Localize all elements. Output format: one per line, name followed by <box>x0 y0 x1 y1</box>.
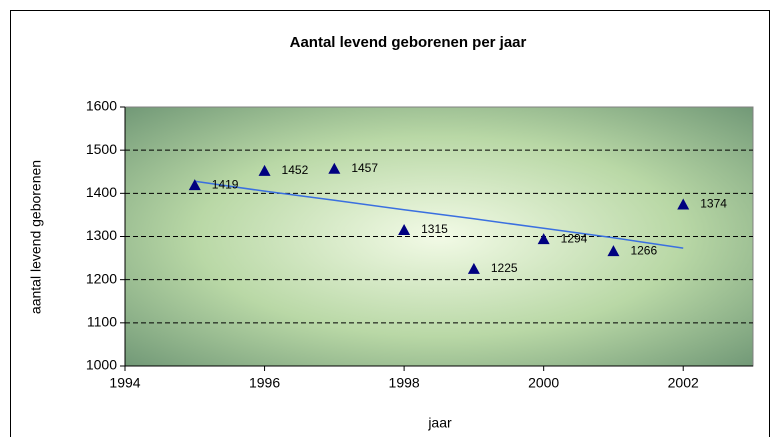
x-tick-label: 1998 <box>389 375 420 391</box>
marker <box>537 233 550 245</box>
y-tick-label: 1300 <box>86 227 117 243</box>
y-tick-label: 1000 <box>86 357 117 373</box>
data-label: 1266 <box>630 243 657 257</box>
marker <box>328 162 341 174</box>
data-label: 1457 <box>351 161 378 175</box>
marker <box>607 245 620 257</box>
data-label: 1225 <box>491 261 518 275</box>
data-label: 1374 <box>700 197 727 211</box>
y-tick-label: 1500 <box>86 141 117 157</box>
chart-title: Aantal levend geborenen per jaar <box>290 34 527 51</box>
x-tick-label: 2000 <box>528 375 559 391</box>
marker <box>398 224 411 236</box>
trendline <box>194 180 684 249</box>
x-tick-label: 1996 <box>249 375 280 391</box>
y-axis-label: aantal levend geborenen <box>28 160 44 314</box>
marker <box>258 164 271 176</box>
data-label: 1315 <box>421 222 448 236</box>
x-tick-label: 1994 <box>109 375 140 391</box>
data-label: 1294 <box>561 231 588 245</box>
x-tick-label: 2002 <box>668 375 699 391</box>
data-label: 1452 <box>282 163 309 177</box>
y-tick-label: 1400 <box>86 184 117 200</box>
marker <box>677 198 690 210</box>
data-label: 1419 <box>212 177 239 191</box>
marker <box>467 262 480 274</box>
marker <box>188 179 201 191</box>
y-tick-label: 1200 <box>86 270 117 286</box>
x-axis-label: jaar <box>427 415 452 431</box>
y-tick-label: 1100 <box>87 314 117 330</box>
y-tick-label: 1600 <box>86 98 117 114</box>
